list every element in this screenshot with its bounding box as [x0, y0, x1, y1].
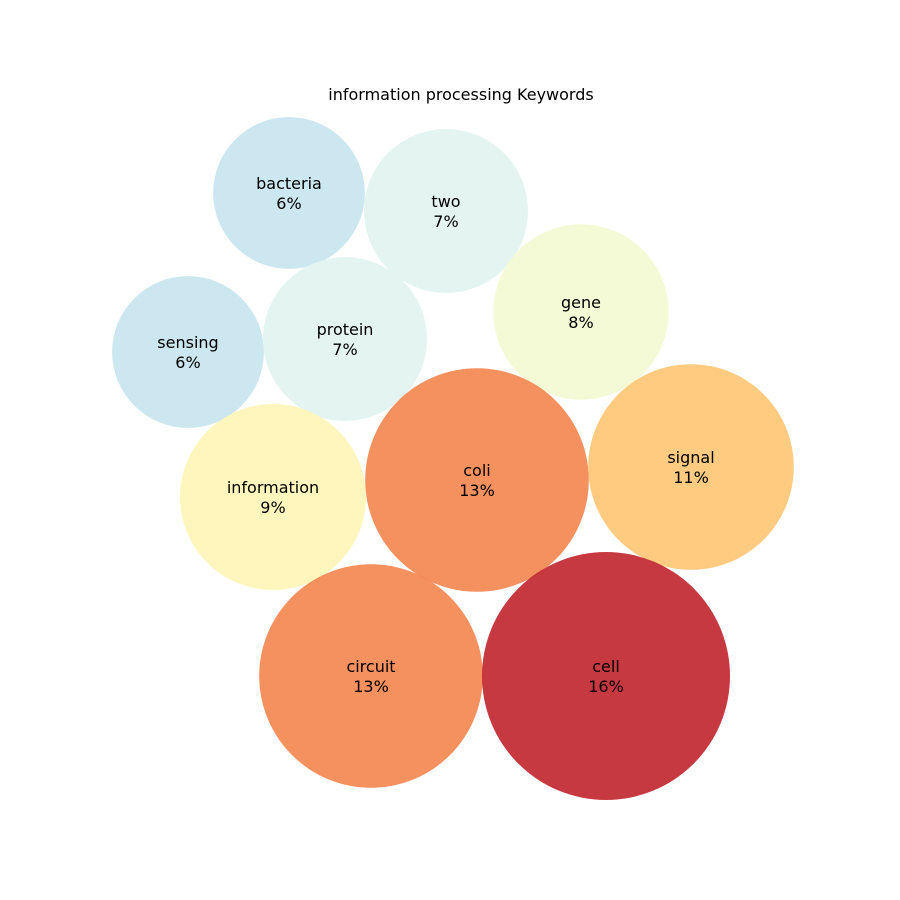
bubble-keyword-information: information	[227, 478, 319, 497]
bubble-percent-protein: 7%	[332, 340, 357, 359]
bubble-circle-gene	[493, 224, 669, 400]
bubble-percent-coli: 13%	[459, 481, 495, 500]
chart-title: information processing Keywords	[328, 85, 593, 104]
bubble-percent-circuit: 13%	[353, 677, 389, 696]
bubble-keyword-sensing: sensing	[157, 333, 218, 352]
bubble-percent-cell: 16%	[588, 677, 624, 696]
bubble-circle-cell	[482, 552, 730, 800]
bubble-keyword-bacteria: bacteria	[256, 174, 322, 193]
bubble-percent-gene: 8%	[568, 313, 593, 332]
bubble-keyword-circuit: circuit	[346, 657, 395, 676]
bubble-circle-sensing	[112, 276, 264, 428]
bubble-percent-signal: 11%	[673, 468, 709, 487]
bubble-circle-bacteria	[213, 117, 365, 269]
bubble-keyword-cell: cell	[592, 657, 620, 676]
bubble-circle-circuit	[259, 564, 483, 788]
bubble-circle-two	[364, 129, 528, 293]
bubble-percent-two: 7%	[433, 212, 458, 231]
bubble-keyword-gene: gene	[561, 293, 601, 312]
bubble-circle-signal	[588, 364, 794, 570]
bubble-keyword-coli: coli	[463, 461, 490, 480]
bubble-circle-protein	[263, 257, 427, 421]
bubble-percent-sensing: 6%	[175, 353, 200, 372]
bubble-circle-coli	[365, 368, 589, 592]
bubble-circle-information	[180, 404, 366, 590]
bubble-percent-bacteria: 6%	[276, 194, 301, 213]
bubble-keyword-protein: protein	[317, 320, 374, 339]
bubble-percent-information: 9%	[260, 498, 285, 517]
bubble-keyword-two: two	[431, 192, 460, 211]
bubble-keyword-signal: signal	[667, 448, 714, 467]
